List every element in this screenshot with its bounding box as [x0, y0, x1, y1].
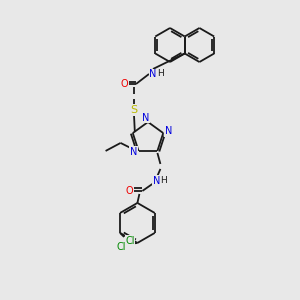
Text: O: O — [126, 186, 133, 196]
Text: N: N — [142, 113, 150, 123]
Text: N: N — [153, 176, 160, 186]
Text: Cl: Cl — [117, 242, 126, 252]
Text: H: H — [157, 70, 164, 79]
Text: H: H — [160, 176, 167, 185]
Text: S: S — [130, 105, 138, 115]
Text: O: O — [120, 79, 128, 89]
Text: N: N — [130, 147, 137, 157]
Text: N: N — [149, 69, 157, 79]
Text: N: N — [164, 126, 172, 136]
Text: Cl: Cl — [125, 236, 135, 246]
